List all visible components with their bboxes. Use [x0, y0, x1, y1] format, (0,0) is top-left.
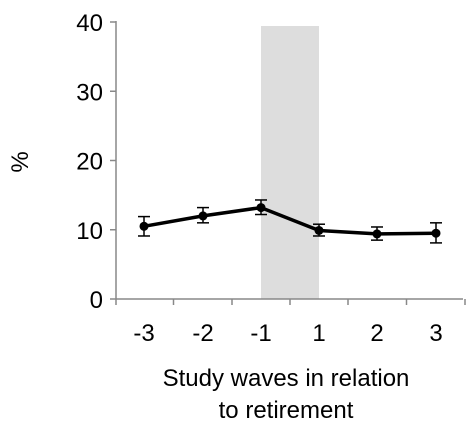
data-point--1: [256, 203, 266, 213]
data-point--3: [139, 221, 149, 231]
labels-layer: 0 10 20 30 40 -3 -2 -1 1 2 3: [76, 10, 442, 347]
data-point-2: [372, 229, 382, 239]
data-point--2: [198, 211, 208, 221]
shaded-retirement-band: [261, 26, 319, 299]
x-tick-label-1: 1: [312, 320, 325, 347]
y-tick-label-20: 20: [76, 149, 103, 176]
y-axis-title: %: [7, 151, 34, 172]
shaded-retirement-band-layer: [261, 26, 319, 299]
x-axis-title-line-1: Study waves in relation: [163, 365, 410, 392]
x-tick-label--2: -2: [192, 320, 213, 347]
series-line: [143, 205, 437, 236]
data-point-3: [431, 228, 441, 238]
y-tick-label-0: 0: [90, 287, 103, 314]
x-axis-title-line-2: to retirement: [219, 397, 354, 424]
y-tick-label-30: 30: [76, 79, 103, 106]
y-tick-label-40: 40: [76, 10, 103, 37]
x-tick-label-2: 2: [370, 320, 383, 347]
x-tick-label-3: 3: [429, 320, 442, 347]
data-point-1: [314, 225, 324, 235]
x-tick-label--1: -1: [250, 320, 271, 347]
y-tick-label-10: 10: [76, 218, 103, 245]
x-tick-label--3: -3: [133, 320, 154, 347]
series-layer: [138, 199, 442, 244]
axes: [110, 21, 466, 305]
